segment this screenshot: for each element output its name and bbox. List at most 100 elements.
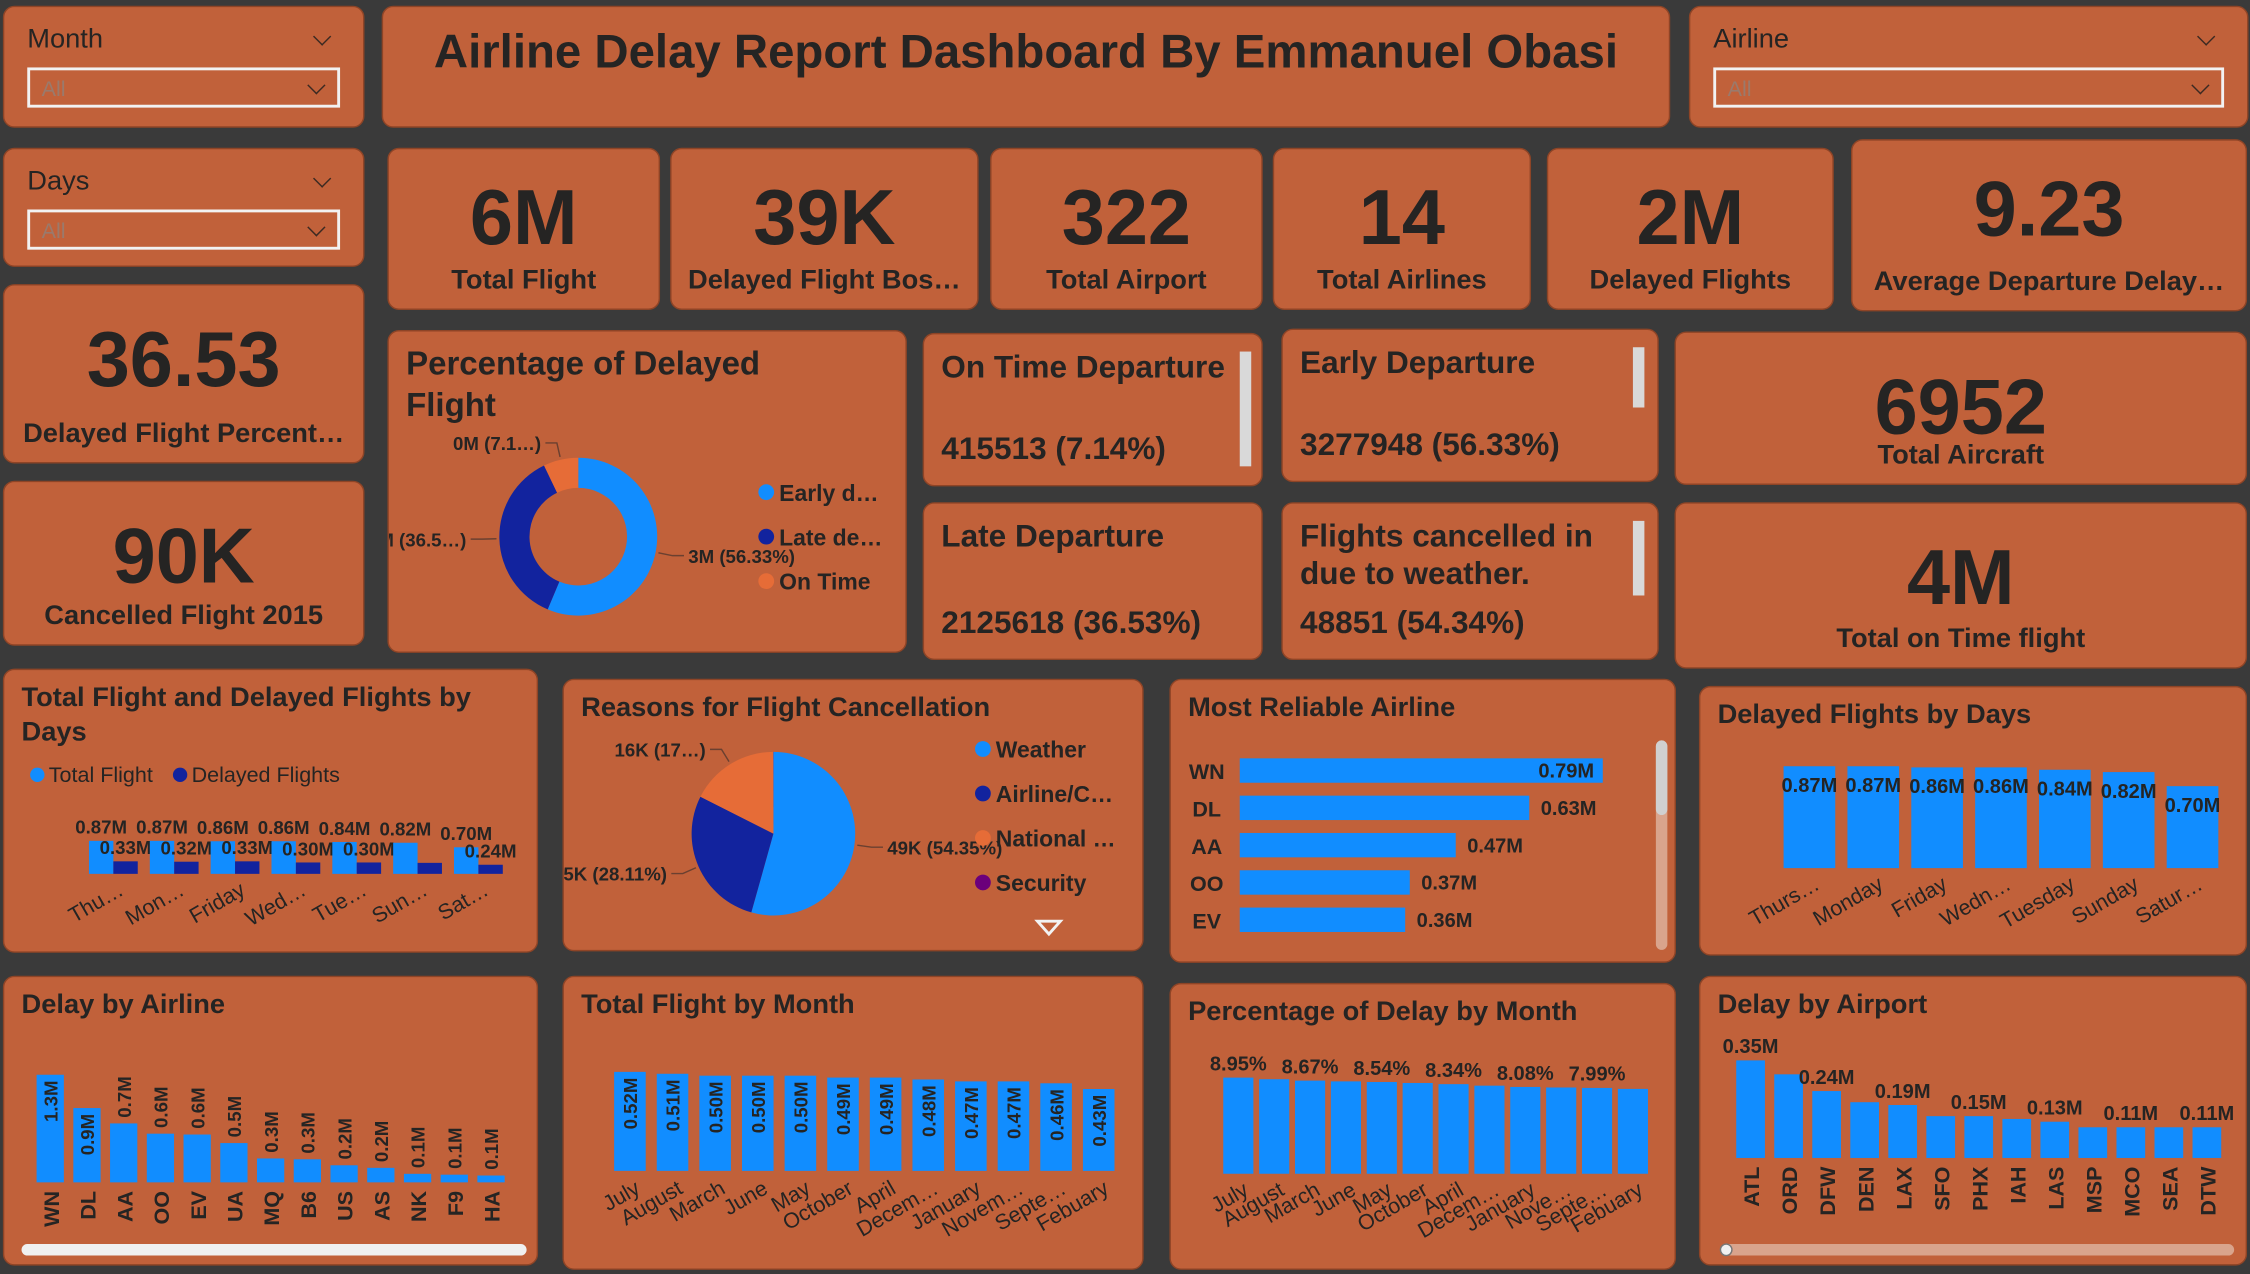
- data-label: 8.67%: [1282, 1056, 1339, 1078]
- bar: [1294, 1080, 1326, 1174]
- chart-title: Total Flight by Month: [581, 990, 855, 1021]
- bar: [997, 1081, 1030, 1171]
- bar: [367, 1167, 395, 1183]
- chart-title: Percentage of Delayed Flight: [406, 344, 761, 424]
- bar: [113, 861, 138, 874]
- legend-label: Late de…: [779, 524, 882, 550]
- x-tick-label: AA: [113, 1191, 137, 1222]
- data-label: 0.1M: [481, 1128, 502, 1169]
- bar: [1736, 1060, 1765, 1158]
- leader-line: [545, 442, 561, 458]
- legend-label: National …: [996, 826, 1116, 852]
- kpi-card: 2M Delayed Flights: [1546, 147, 1834, 310]
- data-label: 0.24M: [465, 841, 517, 862]
- legend-label: Total Flight: [49, 763, 153, 787]
- data-label: 8.95%: [1210, 1053, 1267, 1075]
- slice: [499, 465, 560, 610]
- bar: [1510, 1086, 1541, 1174]
- data-label: 7.99%: [1569, 1064, 1626, 1086]
- bar: [1850, 1102, 1880, 1158]
- dropdown-chevron: [307, 218, 326, 237]
- text-card-value: 3277948 (56.33%): [1300, 426, 1560, 463]
- x-tick-label: MSP: [2082, 1167, 2106, 1214]
- kpi-label: Delayed Flights: [1589, 265, 1792, 296]
- legend-marker: [975, 874, 991, 891]
- data-label: 0.9M: [77, 1114, 98, 1155]
- bar: [220, 1143, 248, 1183]
- bar: [393, 842, 418, 874]
- data-label: 0.87M: [136, 817, 188, 838]
- slicer-value: All: [41, 219, 66, 244]
- slice: [691, 796, 774, 913]
- x-tick-label: Thu…: [65, 877, 128, 927]
- slice: [700, 751, 774, 834]
- x-tick-label: B6: [297, 1191, 321, 1219]
- slicer-dropdown[interactable]: All: [27, 209, 341, 250]
- data-label: 0.47M: [961, 1087, 982, 1139]
- bar: [1239, 795, 1530, 821]
- slicer-dropdown[interactable]: All: [1713, 67, 2225, 108]
- data-label: 0.51M: [663, 1080, 684, 1132]
- bar: [1259, 1079, 1290, 1174]
- data-label: 3M (56.33%): [688, 546, 795, 567]
- x-tick-label: NK: [407, 1191, 431, 1223]
- scroll-thumb: [1632, 520, 1645, 596]
- chart-card: Reasons for Flight Cancellation 49K (54.3…: [562, 678, 1144, 952]
- data-label: 0.86M: [197, 817, 249, 838]
- data-label: 0.24M: [1799, 1067, 1855, 1089]
- data-label: 0.63M: [1541, 798, 1597, 820]
- bar: [1888, 1104, 1918, 1158]
- data-label: 0.32M: [160, 838, 212, 859]
- bar: [2192, 1127, 2222, 1158]
- bar: [1812, 1091, 1841, 1158]
- data-label: 0.6M: [187, 1087, 208, 1128]
- bar: [1474, 1085, 1505, 1174]
- bar: [73, 1108, 101, 1183]
- data-label: 8.34%: [1425, 1060, 1482, 1082]
- kpi-value: 39K: [753, 175, 896, 262]
- data-label: 0.2M: [371, 1121, 392, 1162]
- kpi-card: 39K Delayed Flight Bos…: [670, 147, 979, 310]
- slicer-chevron: [313, 169, 332, 188]
- slicer-label: Days: [27, 166, 90, 197]
- bar: [699, 1075, 731, 1171]
- x-tick-label: OO: [150, 1191, 174, 1224]
- bar: [356, 862, 382, 874]
- bar: [2116, 1127, 2146, 1158]
- y-tick-label: EV: [1192, 909, 1221, 933]
- data-label: 0.30M: [282, 838, 334, 859]
- x-tick-label: Wed…: [241, 877, 310, 930]
- bar: [1546, 1087, 1577, 1174]
- x-tick-label: MQ: [260, 1191, 284, 1226]
- chart-card: Delay by Airport 0.35M ATL ORD 0.24M DFW DEN 0.…: [1698, 975, 2248, 1266]
- bar: [256, 1158, 285, 1183]
- kpi-label: Total Airport: [1046, 265, 1207, 296]
- bar: [149, 840, 175, 874]
- data-label: 49K (54.35%): [887, 837, 1002, 858]
- legend-label: Delayed Flights: [192, 763, 340, 787]
- x-tick-label: F9: [444, 1191, 468, 1216]
- slicer-dropdown[interactable]: All: [27, 67, 341, 108]
- kpi-label: Average Departure Delay…: [1873, 266, 2225, 298]
- bar: [1366, 1082, 1397, 1174]
- data-label: 0.5M: [224, 1096, 245, 1137]
- data-label: 0.79M: [1538, 761, 1594, 783]
- data-label: 0.82M: [2101, 781, 2157, 803]
- bar: [656, 1073, 689, 1171]
- dropdown-chevron: [2191, 76, 2210, 95]
- kpi-card: 14 Total Airlines: [1272, 147, 1532, 310]
- x-tick-label: Sat…: [434, 877, 493, 925]
- bar: [210, 841, 236, 874]
- data-label: 0.50M: [791, 1081, 812, 1133]
- slicer-value: All: [41, 77, 66, 102]
- x-tick-label: EV: [187, 1190, 211, 1219]
- data-label: 0.37M: [1421, 873, 1477, 895]
- text-card-value: 2125618 (36.53%): [941, 604, 1202, 640]
- kpi-label: Delayed Flight Percent…: [23, 418, 345, 450]
- chart: 49K (54.35%) Weather 25K (28.11%) Airline/C…: [564, 737, 1116, 937]
- data-label: 0.84M: [319, 818, 371, 839]
- bar: [1239, 907, 1406, 932]
- chart-card: Delay by Airline 1.3M WN 0.9M DL 0.7M AA 0.6M OO…: [2, 975, 539, 1266]
- slicer: Airline All: [1688, 5, 2249, 128]
- bar: [110, 1123, 138, 1183]
